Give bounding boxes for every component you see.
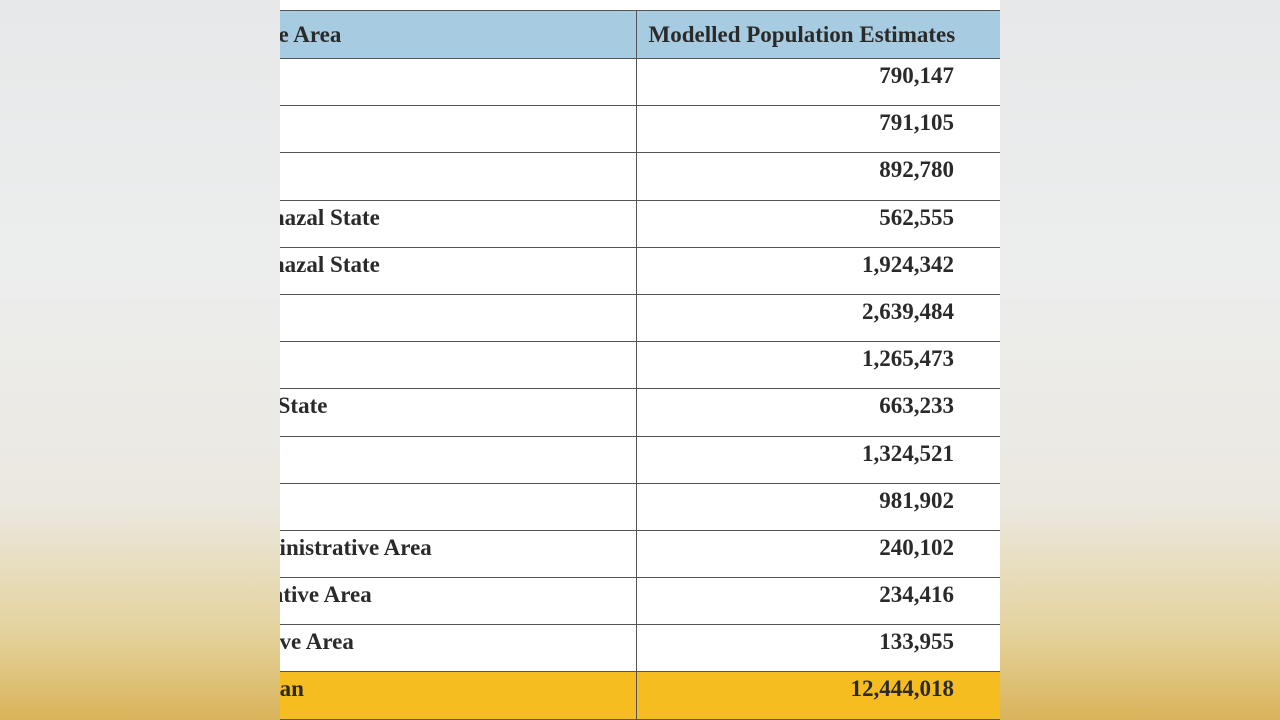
population-cell: 133,955 <box>636 624 1000 673</box>
area-cell: ia State <box>280 388 637 437</box>
table-row: 2,639,484 <box>280 293 1000 343</box>
table-row: a1,324,521 <box>280 435 1000 484</box>
area-cell: a <box>280 482 637 531</box>
population-cell: 1,324,521 <box>636 435 1000 484</box>
area-cell <box>280 57 637 107</box>
area-cell: Ghazal State <box>280 199 637 248</box>
area-cell <box>280 293 637 343</box>
header-area: tive Area <box>280 10 637 59</box>
table-row: 790,147 <box>280 57 1000 107</box>
table-header-row: tive Area Modelled Population Estimates <box>280 10 1000 59</box>
total-row: udan12,444,018 <box>280 671 1000 720</box>
population-cell: 240,102 <box>636 529 1000 579</box>
header-population: Modelled Population Estimates <box>636 10 1000 59</box>
area-cell: ative Area <box>280 624 637 673</box>
population-cell: 663,233 <box>636 388 1000 437</box>
area-cell: Ghazal State <box>280 246 637 295</box>
population-cell: 2,639,484 <box>636 293 1000 343</box>
total-area-cell: udan <box>280 671 637 720</box>
table-row: 892,780 <box>280 152 1000 201</box>
area-cell <box>280 105 637 154</box>
area-cell <box>280 341 637 390</box>
area-cell <box>280 152 637 201</box>
total-population-cell: 12,444,018 <box>636 671 1000 720</box>
population-cell: 562,555 <box>636 199 1000 248</box>
population-table: tive Area Modelled Population Estimates … <box>280 10 1000 720</box>
population-cell: 234,416 <box>636 577 1000 626</box>
population-cell: 1,265,473 <box>636 341 1000 390</box>
table-row: 791,105 <box>280 105 1000 154</box>
population-cell: 1,924,342 <box>636 246 1000 295</box>
population-cell: 791,105 <box>636 105 1000 154</box>
population-cell: 790,147 <box>636 57 1000 107</box>
document-crop: tive Area Modelled Population Estimates … <box>280 0 1000 720</box>
table-row: a981,902 <box>280 482 1000 531</box>
population-cell: 892,780 <box>636 152 1000 201</box>
area-cell: trative Area <box>280 577 637 626</box>
population-cell: 981,902 <box>636 482 1000 531</box>
area-cell: a <box>280 435 637 484</box>
area-cell: lministrative Area <box>280 529 637 579</box>
table-row: 1,265,473 <box>280 341 1000 390</box>
